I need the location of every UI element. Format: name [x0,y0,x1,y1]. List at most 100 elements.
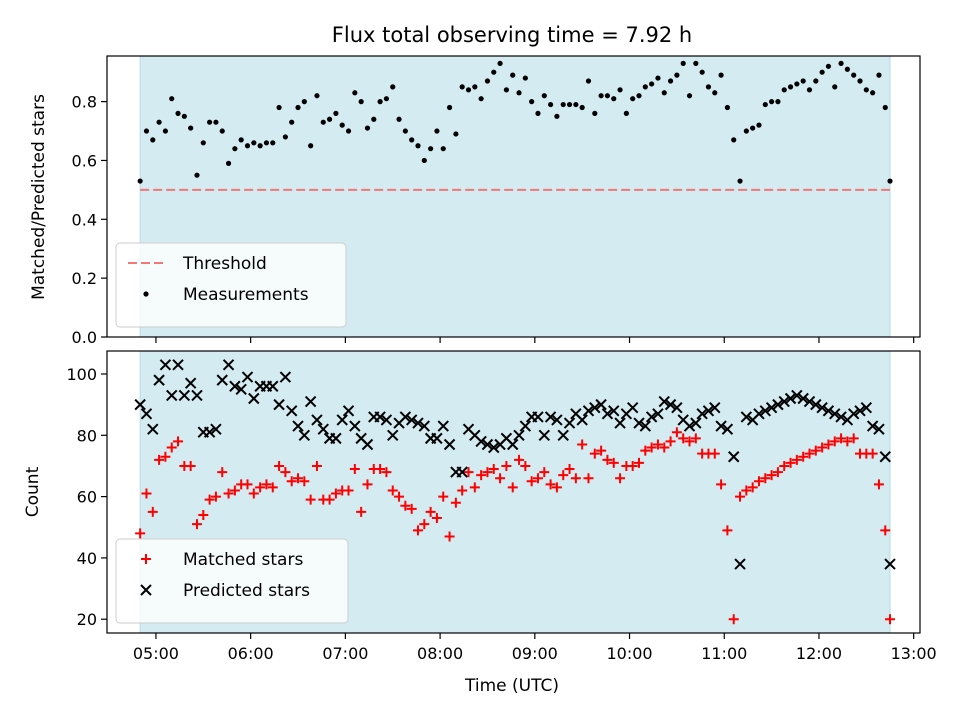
data-point [270,140,276,146]
data-point [544,411,557,423]
data-point [298,429,311,442]
data-point [791,389,803,402]
data-point [604,93,611,99]
data-point [529,99,535,105]
data-point [570,473,581,484]
data-point [238,137,244,143]
legend-label: Predicted stars [183,581,310,601]
data-point [285,405,298,417]
data-point [150,137,156,143]
x-tick-label: 08:00 [417,644,463,663]
data-point [876,72,882,78]
data-point [601,408,614,420]
data-point [299,476,310,487]
data-point [476,470,487,481]
data-point [465,87,472,93]
data-point [339,122,345,128]
data-point [456,466,468,478]
data-point [671,401,683,414]
data-point [412,417,424,429]
data-point [207,119,213,125]
data-point [374,411,386,423]
data-point [545,479,556,490]
data-point [756,122,762,128]
data-point [513,429,525,442]
data-point [273,398,285,411]
data-point [674,72,680,78]
data-point [387,429,399,442]
data-point [352,90,358,96]
data-point [191,389,203,402]
bottom-series-1 [134,359,896,570]
top-ylabel: Matched/Predicted stars [29,94,49,300]
data-point [566,101,573,108]
data-point [349,420,361,432]
data-point [330,488,341,499]
data-point [364,125,371,131]
data-point [375,464,386,475]
data-point [596,445,607,456]
data-point [712,90,718,96]
data-point [217,467,228,478]
data-point [655,75,661,81]
chart-title: Flux total observing time = 7.92 h [332,23,692,47]
data-point [806,87,813,93]
data-point [526,476,537,487]
data-point [383,96,390,102]
data-point [690,433,701,444]
data-point [232,146,238,152]
legend-label: Matched stars [183,550,303,570]
data-point [280,467,291,478]
data-point [503,87,509,93]
data-point [772,398,784,411]
data-point [671,427,682,438]
data-point [785,457,796,468]
data-point [577,439,588,450]
data-point [185,460,196,471]
data-point [705,84,712,90]
data-point [617,87,623,93]
data-point [282,134,288,140]
data-point [203,426,216,438]
data-point [257,143,263,149]
data-point [235,383,247,396]
data-point [419,519,430,530]
legend-matched-swatch [141,554,151,564]
data-point [425,506,436,517]
data-point [213,119,219,125]
legend-measurements-swatch [143,291,149,297]
data-point [847,408,860,420]
data-point [769,99,775,105]
data-point [225,160,232,166]
data-point [267,380,279,392]
data-point [684,436,695,447]
data-point [879,451,891,463]
data-point [721,423,734,435]
data-point [658,395,670,408]
legend-box [115,538,349,624]
data-point [579,104,585,111]
data-point [589,448,600,459]
data-point [522,75,528,81]
data-point [166,389,178,402]
data-point [860,401,873,414]
data-point [210,491,221,502]
data-point [851,72,857,78]
data-point [514,454,525,465]
data-point [614,417,626,429]
data-point [825,63,832,69]
x-tick-label: 13:00 [891,644,937,663]
data-point [469,482,480,493]
y-tick-label: 0.6 [72,151,97,170]
data-point [798,451,809,462]
data-point [134,398,146,411]
data-point [633,417,645,429]
data-point [718,72,724,78]
data-point [198,509,209,520]
data-point [320,119,326,125]
data-point [585,78,592,84]
data-point [750,125,756,131]
data-point [813,78,819,84]
data-point [636,93,642,99]
